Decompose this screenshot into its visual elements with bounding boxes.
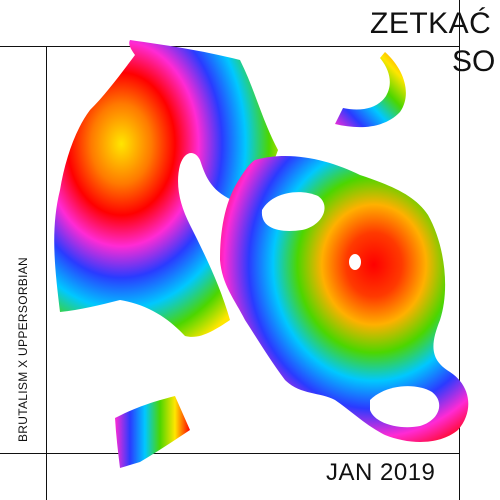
frame-line-right — [459, 0, 460, 500]
frame-line-bottom — [0, 453, 460, 454]
right-blob-shape — [220, 155, 469, 442]
bottom-left-ribbon-shape — [115, 396, 190, 468]
top-right-arc-shape — [335, 52, 406, 128]
frame-line-left — [46, 46, 47, 500]
title-line-1: ZETKAĆ — [370, 7, 492, 40]
left-blob-shape — [54, 40, 278, 337]
side-vertical-text: BRUTALISM X UPPERSORBIAN — [16, 256, 30, 442]
date-text: JAN 2019 — [326, 459, 436, 486]
title-line-2: SO — [452, 45, 496, 78]
frame-line-top — [0, 46, 460, 47]
